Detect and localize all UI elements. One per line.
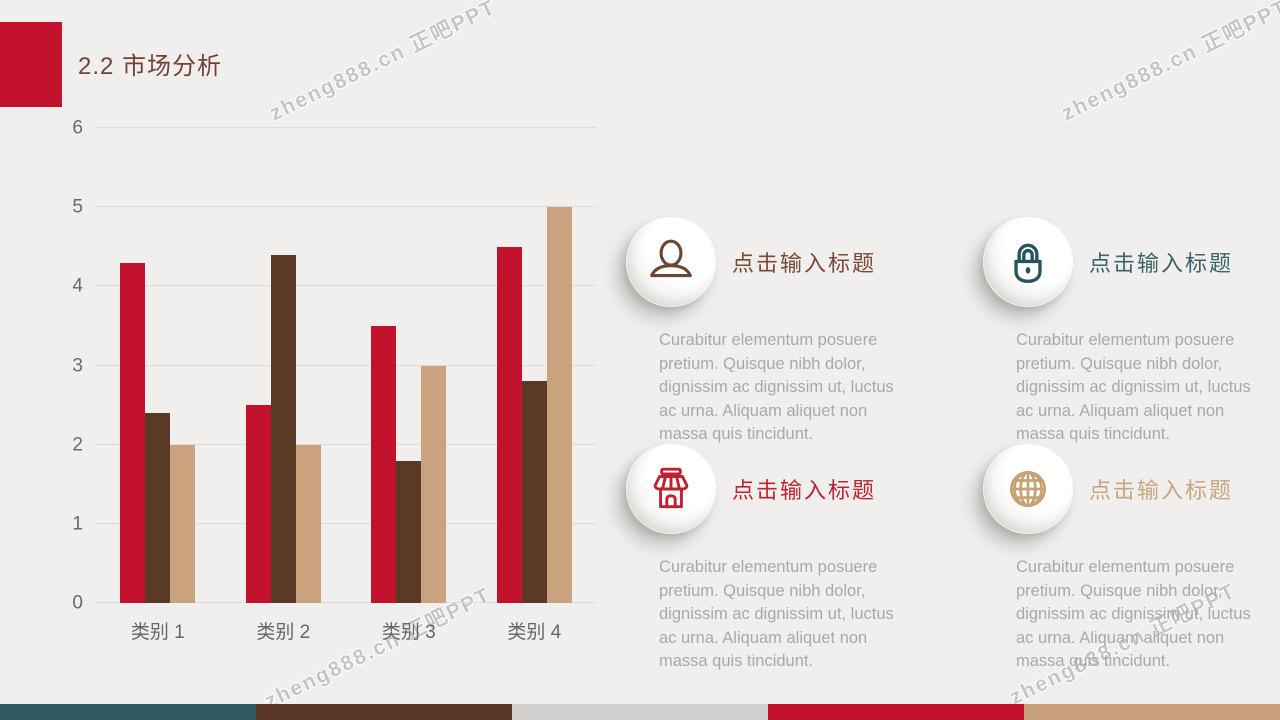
chart-bars: [95, 128, 597, 603]
feature-card-user: 点击输入标题 Curabitur elementum posuere preti…: [626, 217, 916, 447]
icon-medallion: [626, 444, 716, 534]
card-body-text: Curabitur elementum posuere pretium. Qui…: [1016, 558, 1251, 671]
bar-red: [371, 325, 397, 603]
gridline: [95, 364, 597, 366]
card-body-text: Curabitur elementum posuere pretium. Qui…: [659, 558, 894, 671]
icon-medallion: [983, 444, 1073, 534]
gridline: [95, 522, 597, 524]
bar-red: [120, 262, 146, 603]
y-axis-tick-label: 3: [72, 355, 83, 376]
footer-color-bar: [0, 704, 1280, 720]
chart-gridlines-and-yticks: 0 1 2 3 4 5 6: [72, 119, 597, 613]
feature-card-lock: 点击输入标题 Curabitur elementum posuere preti…: [983, 217, 1273, 447]
x-axis-category-label: 类别 3: [381, 622, 436, 643]
x-axis-category-label: 类别 1: [130, 622, 185, 643]
feature-card-store: 点击输入标题 Curabitur elementum posuere preti…: [626, 444, 916, 674]
card-body-text: Curabitur elementum posuere pretium. Qui…: [1016, 331, 1251, 444]
y-axis-tick-label: 2: [72, 434, 83, 456]
bar-group: [221, 128, 347, 603]
bar-dark-brown: [396, 460, 422, 603]
bar-tan: [170, 444, 196, 603]
bar-group: [346, 128, 472, 603]
globe-icon: [1009, 470, 1047, 508]
footer-color-segment: [512, 704, 768, 720]
bar-group: [472, 128, 598, 603]
y-axis-tick-label: 4: [72, 275, 83, 297]
lock-icon: [1014, 243, 1042, 283]
chart-plot-area: 0 1 2 3 4 5 6: [72, 119, 597, 613]
card-title[interactable]: 点击输入标题: [732, 251, 877, 276]
user-icon: [650, 239, 692, 278]
footer-color-segment: [1024, 704, 1280, 720]
y-axis-tick-label: 1: [72, 513, 83, 535]
icon-medallion: [626, 217, 716, 307]
bar-tan: [295, 444, 321, 603]
footer-color-segment: [0, 704, 256, 720]
x-axis-category-label: 类别 4: [507, 622, 562, 643]
gridline: [95, 127, 597, 128]
bar-red: [245, 405, 271, 603]
bar-dark-brown: [270, 254, 296, 603]
y-axis-tick-label: 6: [72, 117, 83, 139]
footer-color-segment: [256, 704, 512, 720]
y-axis-tick-label: 5: [72, 196, 83, 218]
feature-card-globe: 点击输入标题 Curabitur elementum posuere preti…: [983, 444, 1273, 674]
y-axis-tick-label: 0: [72, 592, 83, 614]
card-title[interactable]: 点击输入标题: [1089, 251, 1234, 276]
icon-medallion: [983, 217, 1073, 307]
page-title: 2.2 市场分析: [78, 53, 223, 80]
card-title[interactable]: 点击输入标题: [1089, 478, 1234, 503]
gridline: [95, 602, 597, 603]
watermark: zheng888.cn 正吧PPT: [266, 0, 500, 126]
watermark: zheng888.cn 正吧PPT: [1058, 0, 1280, 126]
footer-color-segment: [768, 704, 1024, 720]
card-title[interactable]: 点击输入标题: [732, 478, 877, 503]
chart-x-axis-labels: 类别 1 类别 2 类别 3 类别 4: [95, 617, 597, 644]
bar-chart: 0 1 2 3 4 5 6 类别 1 类别 2 类别 3 类别 4: [60, 119, 597, 679]
title-accent-square: [0, 22, 62, 107]
bar-tan: [546, 207, 572, 603]
bar-red: [496, 246, 522, 603]
x-axis-category-label: 类别 2: [256, 622, 311, 643]
gridline: [95, 443, 597, 445]
store-icon: [653, 467, 689, 509]
gridline: [95, 285, 597, 287]
bar-tan: [421, 365, 447, 603]
bar-dark-brown: [521, 381, 547, 603]
gridline: [95, 206, 597, 208]
bar-dark-brown: [145, 413, 171, 603]
bar-group: [95, 128, 221, 603]
card-body-text: Curabitur elementum posuere pretium. Qui…: [659, 331, 894, 444]
